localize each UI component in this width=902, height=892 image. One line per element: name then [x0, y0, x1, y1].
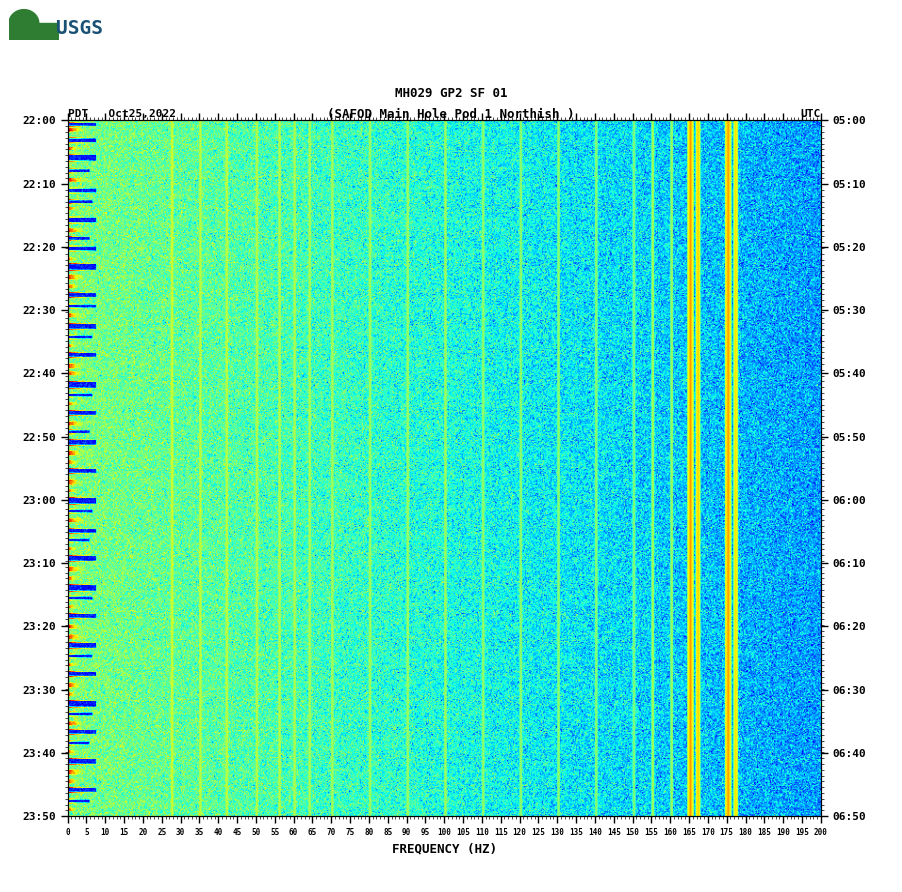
- Polygon shape: [9, 23, 59, 40]
- Text: UTC: UTC: [801, 109, 821, 120]
- Text: (SAFOD Main Hole Pod 1 Northish ): (SAFOD Main Hole Pod 1 Northish ): [327, 108, 575, 120]
- Text: PDT   Oct25,2022: PDT Oct25,2022: [68, 109, 176, 120]
- Text: MH029 GP2 SF 01: MH029 GP2 SF 01: [395, 87, 507, 100]
- Polygon shape: [9, 10, 39, 23]
- X-axis label: FREQUENCY (HZ): FREQUENCY (HZ): [391, 843, 497, 855]
- Text: USGS: USGS: [56, 19, 103, 38]
